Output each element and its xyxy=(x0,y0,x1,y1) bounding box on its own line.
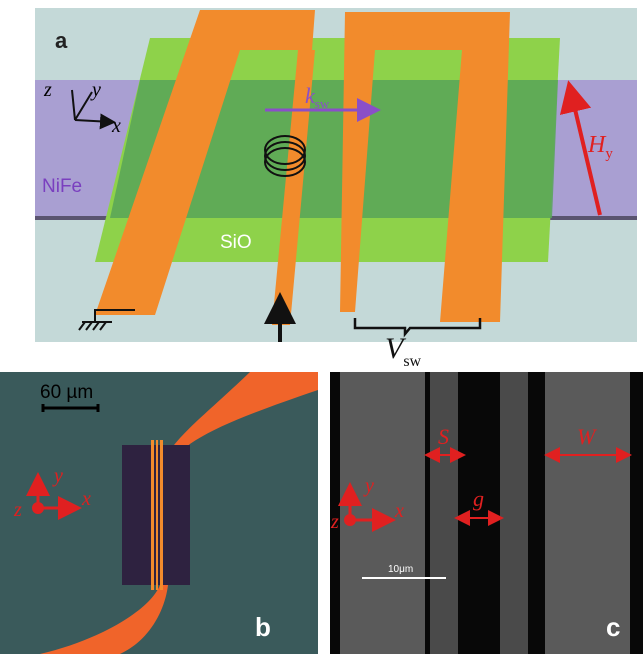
strip xyxy=(156,440,158,590)
dimension-label: g xyxy=(473,486,484,511)
scale-label: 10μm xyxy=(388,564,413,575)
panel-a: a z y x NiFe SiO ksw Hy Vsw xyxy=(35,8,637,370)
axis-label: z xyxy=(330,511,339,533)
axis-label: x xyxy=(111,115,121,137)
panel-label: a xyxy=(55,28,68,53)
panel-b: 60 µm y x z b xyxy=(0,372,318,654)
figure: a z y x NiFe SiO ksw Hy Vsw 60 µm y x z … xyxy=(0,0,643,654)
axis-label: y xyxy=(90,79,101,101)
strip xyxy=(340,372,425,654)
axis-label: z xyxy=(43,79,52,101)
axis-label: x xyxy=(81,488,91,510)
subscript: sw xyxy=(315,96,330,111)
axis-label: y xyxy=(52,465,63,487)
axis-label: z xyxy=(13,499,22,521)
panel-label: c xyxy=(606,612,620,642)
axis-origin xyxy=(344,514,356,526)
axis-label: x xyxy=(394,500,404,522)
subscript: sw xyxy=(403,353,421,370)
strip xyxy=(151,440,154,590)
dimension-label: W xyxy=(577,424,597,449)
strip xyxy=(430,372,458,654)
symbol: H xyxy=(587,132,607,158)
panel-c: S g W y x z 10μm c xyxy=(330,372,643,654)
layer-label: SiO xyxy=(220,232,252,253)
dimension-label: S xyxy=(438,424,449,449)
axis-origin xyxy=(32,502,44,514)
strip xyxy=(500,372,528,654)
layer-label: NiFe xyxy=(42,176,82,197)
panel-label: b xyxy=(255,612,271,642)
strip xyxy=(160,440,163,590)
subscript: y xyxy=(605,146,613,162)
scale-label: 60 µm xyxy=(40,382,93,403)
axis-label: y xyxy=(363,475,374,497)
